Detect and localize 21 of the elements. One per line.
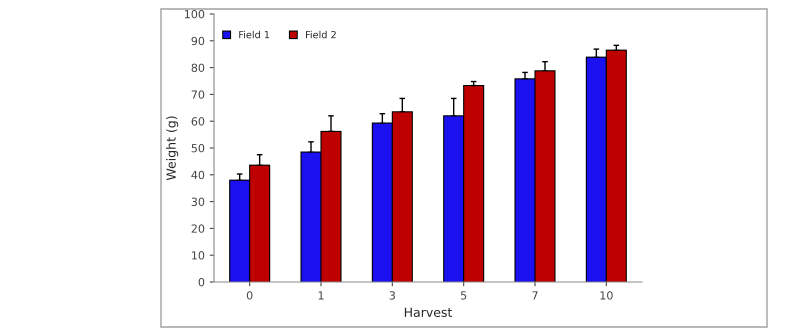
x-tick-label: 3 bbox=[390, 291, 395, 300]
x-tick-label: 0 bbox=[246, 291, 252, 300]
y-tick-label: 90 bbox=[192, 36, 204, 46]
x-tick-label: 5 bbox=[460, 291, 466, 300]
y-tick-label: 40 bbox=[191, 170, 204, 180]
y-tick-label: 50 bbox=[192, 144, 204, 152]
legend-label: Field 1 bbox=[239, 30, 270, 38]
y-tick-label: 20 bbox=[192, 224, 204, 233]
y-axis-title: Weight (g) bbox=[166, 116, 178, 180]
x-tick-label: 10 bbox=[600, 291, 613, 300]
x-tick-label: 1 bbox=[318, 291, 324, 300]
x-axis-title: Harvest bbox=[404, 308, 452, 318]
legend-label: Field 2 bbox=[306, 30, 336, 38]
y-tick-label: 60 bbox=[192, 117, 204, 126]
y-tick-label: 30 bbox=[192, 198, 204, 206]
y-tick-label: 10 bbox=[192, 251, 204, 260]
y-tick-label: 0 bbox=[198, 278, 204, 286]
y-tick-label: 100 bbox=[184, 10, 204, 18]
y-tick-label: 80 bbox=[192, 64, 204, 72]
x-tick-label: 7 bbox=[532, 291, 538, 300]
y-tick-label: 70 bbox=[192, 90, 204, 99]
